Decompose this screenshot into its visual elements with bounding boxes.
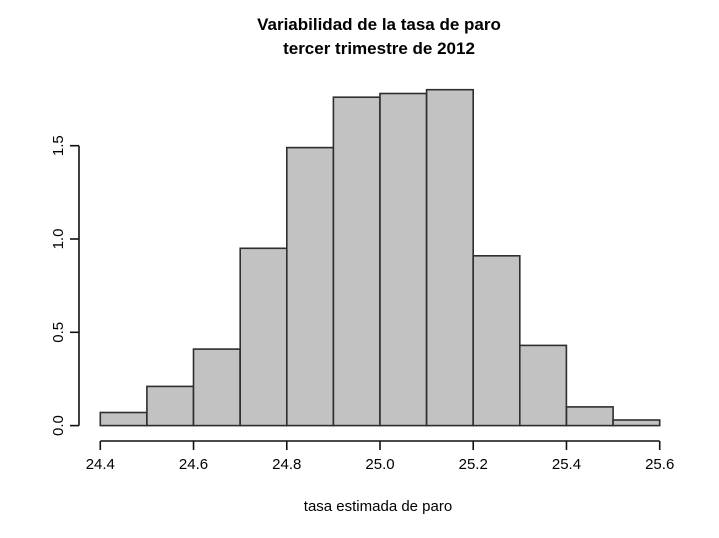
y-tick-label: 1.5: [50, 135, 67, 156]
histogram-bar: [192, 348, 241, 427]
x-axis-label: tasa estimada de paro: [304, 498, 452, 515]
histogram-bar: [285, 146, 335, 427]
y-tick-label: 1.0: [50, 229, 67, 250]
chart-title-line-1: Variabilidad de la tasa de paro: [257, 15, 501, 34]
y-tick-label: 0.0: [50, 415, 67, 436]
histogram-bar: [518, 344, 568, 427]
histogram-bars: [99, 88, 661, 427]
histogram-bar: [472, 255, 521, 427]
histogram-bar: [379, 92, 428, 427]
histogram-bar: [425, 88, 475, 427]
histogram-bar: [612, 419, 661, 427]
x-tick-label: 25.4: [552, 456, 581, 473]
x-tick-label: 24.8: [272, 456, 301, 473]
x-axis: 24.4 24.6 24.8 25.0 25.2 25.4 25.6: [86, 440, 674, 473]
y-tick-label: 0.5: [50, 322, 67, 343]
x-tick-label: 25.0: [365, 456, 394, 473]
x-tick-label: 25.2: [459, 456, 488, 473]
chart-title-line-2: tercer trimestre de 2012: [283, 39, 475, 58]
x-tick-label: 24.4: [86, 456, 115, 473]
y-axis: 0.0 0.5 1.0 1.5: [50, 135, 80, 436]
x-tick-label: 25.6: [645, 456, 674, 473]
histogram-bar: [146, 385, 195, 427]
histogram-bar: [239, 247, 288, 427]
histogram-bar: [565, 406, 614, 427]
histogram-bar: [332, 96, 381, 427]
histogram-bar: [99, 411, 148, 427]
x-tick-label: 24.6: [179, 456, 208, 473]
